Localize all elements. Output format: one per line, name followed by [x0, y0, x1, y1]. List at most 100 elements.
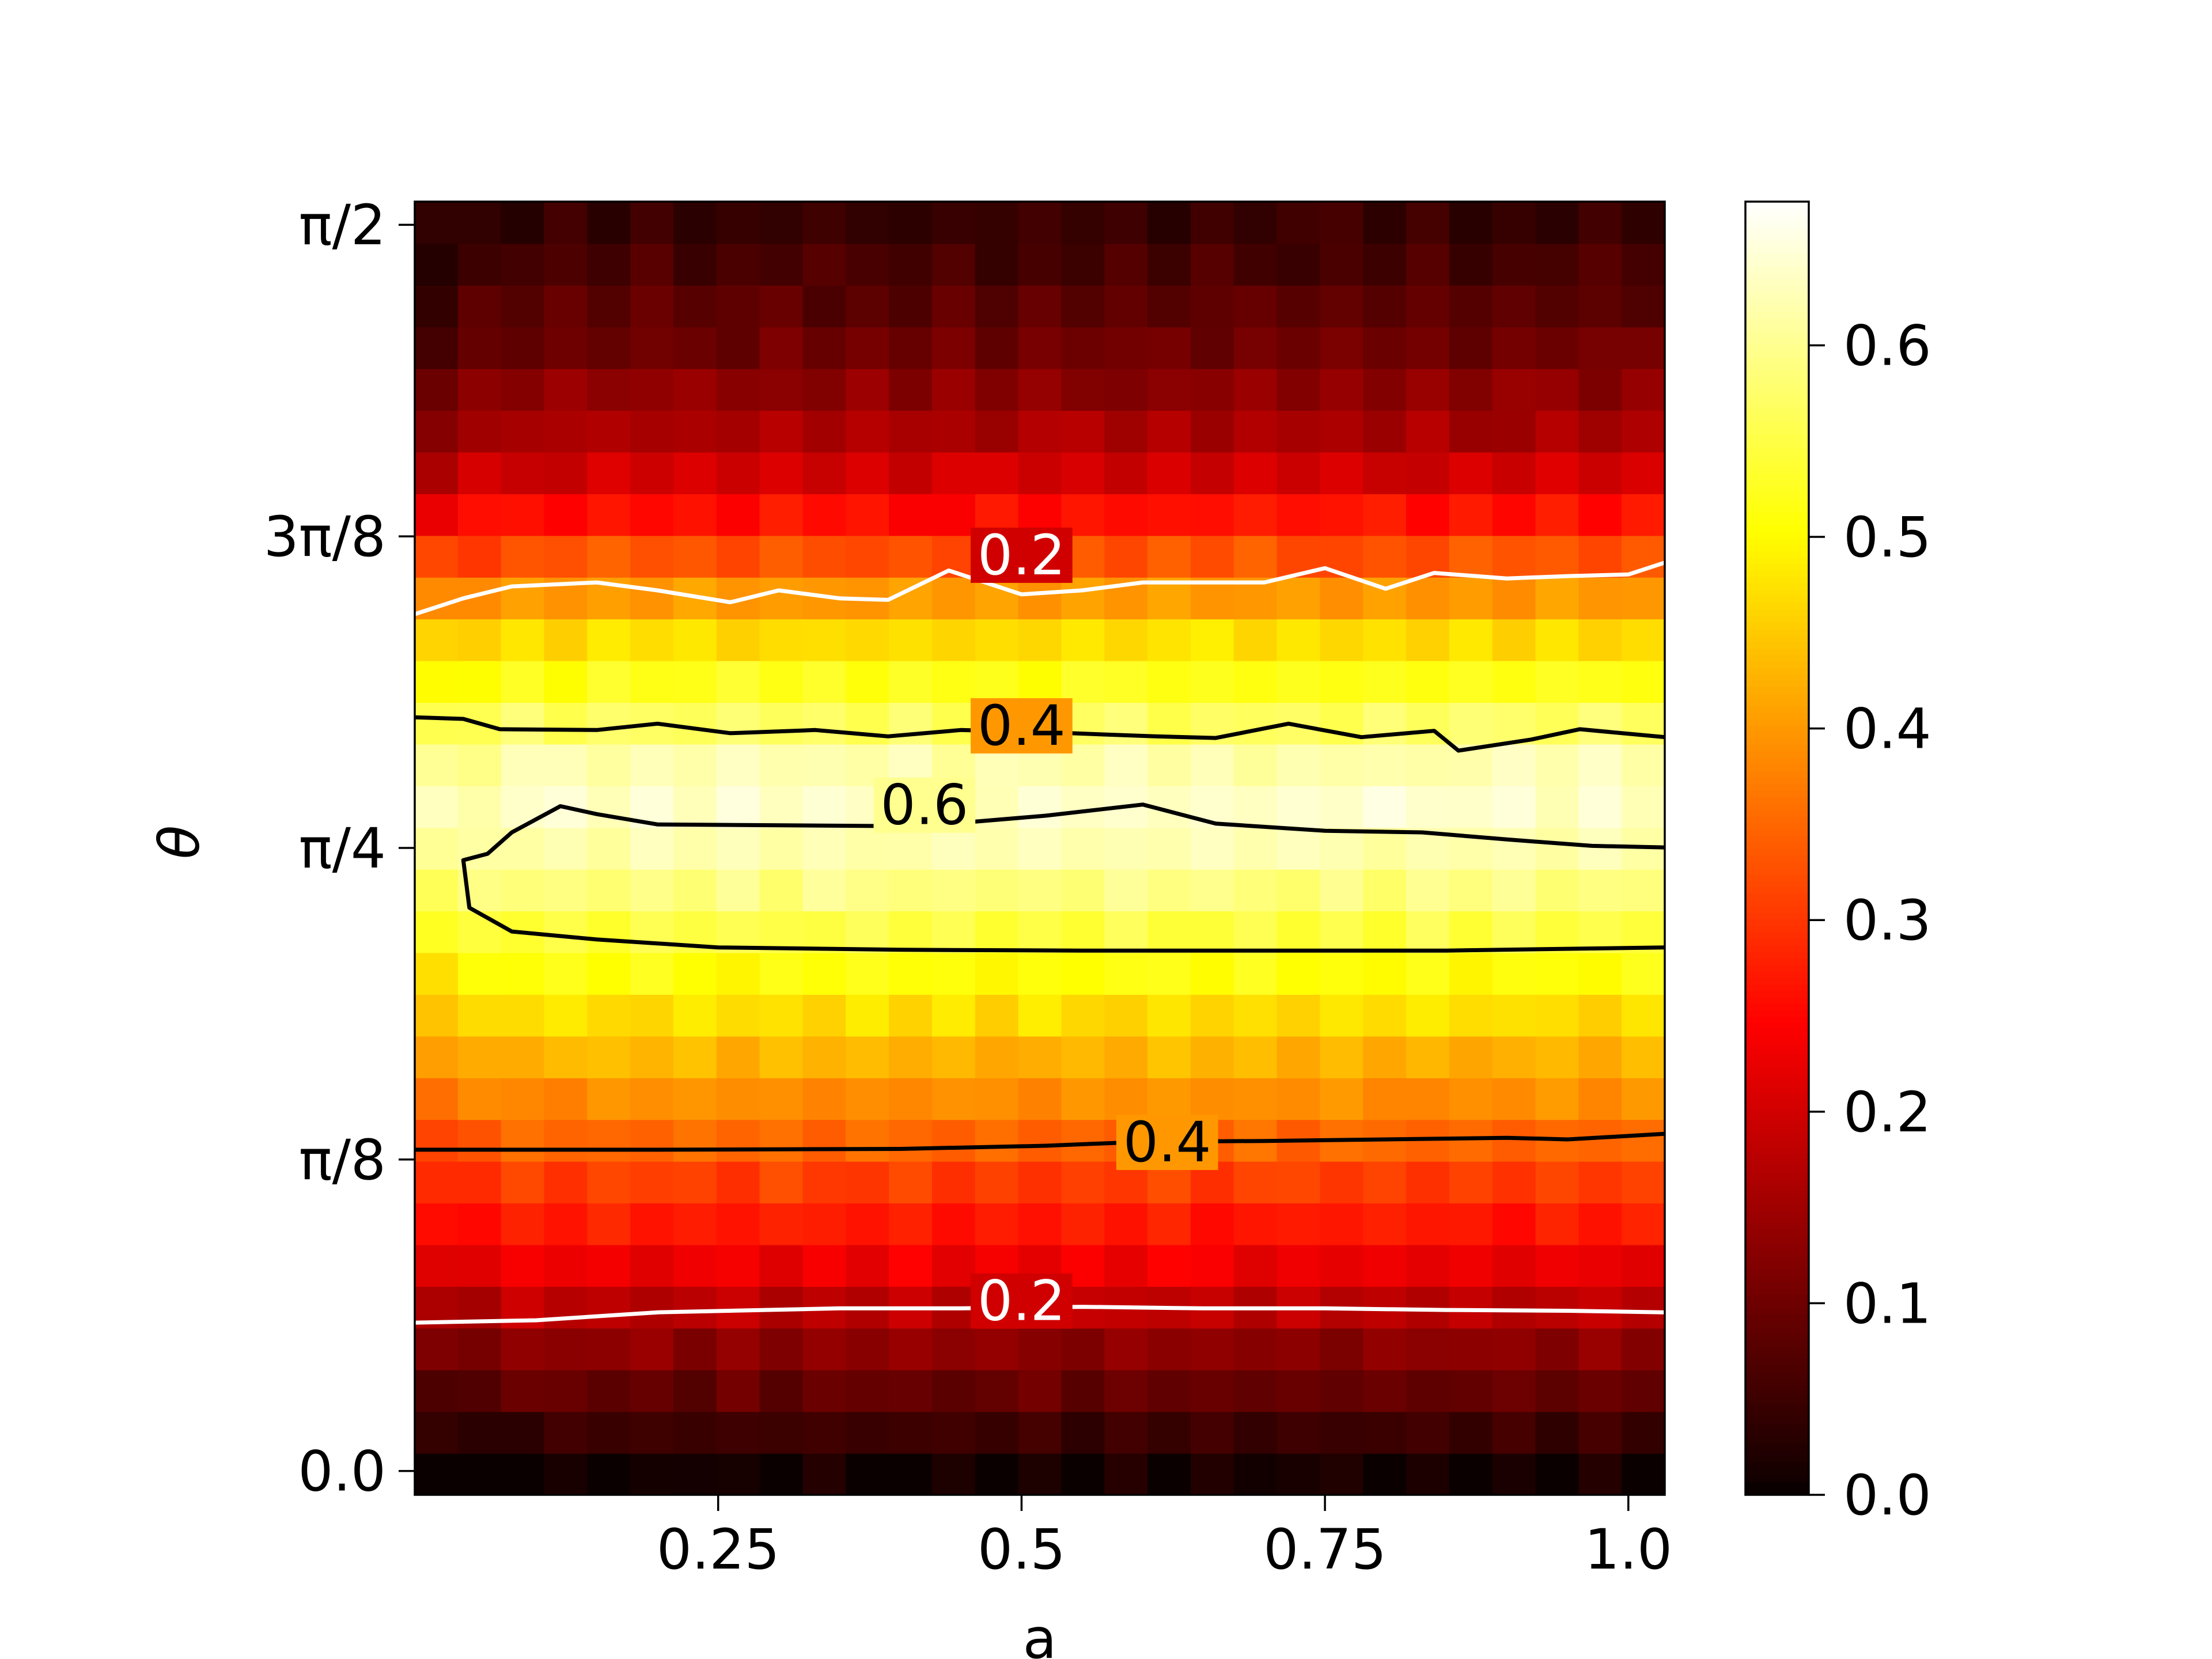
- heatmap-cell: [759, 1244, 804, 1287]
- heatmap-cell: [1535, 368, 1580, 411]
- heatmap-cell: [1320, 1077, 1364, 1120]
- heatmap-cell: [889, 1077, 933, 1120]
- heatmap-cell: [1578, 1244, 1623, 1287]
- heatmap-cell: [1147, 1369, 1191, 1412]
- heatmap-cell: [587, 744, 631, 786]
- heatmap-cell: [759, 1119, 804, 1162]
- heatmap-cell: [1406, 410, 1450, 453]
- heatmap-cell: [1320, 1203, 1364, 1245]
- heatmap-cell: [1277, 827, 1321, 870]
- heatmap-cell: [931, 368, 976, 411]
- heatmap-cell: [1535, 410, 1580, 453]
- heatmap-cell: [1320, 1328, 1364, 1370]
- colorbar-tick-label: 0.5: [1843, 505, 1931, 570]
- heatmap-cell: [1320, 785, 1364, 828]
- colorbar-band: [1745, 1294, 1809, 1302]
- heatmap-cell: [846, 1411, 890, 1454]
- colorbar-band: [1745, 1243, 1809, 1250]
- heatmap-cell: [501, 202, 545, 244]
- heatmap-cell: [846, 1077, 890, 1120]
- heatmap-cell: [1492, 702, 1536, 745]
- heatmap-cell: [716, 744, 760, 786]
- heatmap-cell: [1492, 1161, 1536, 1204]
- heatmap-cell: [415, 1453, 459, 1495]
- heatmap-cell: [1492, 1244, 1536, 1287]
- colorbar-band: [1745, 1158, 1809, 1166]
- heatmap-cell: [802, 911, 847, 953]
- heatmap-cell: [544, 1119, 588, 1162]
- heatmap-cell: [1104, 1077, 1149, 1120]
- heatmap-cell: [1578, 1453, 1623, 1495]
- colorbar-band: [1745, 848, 1809, 855]
- heatmap-cell: [1018, 452, 1062, 494]
- heatmap-cell: [1622, 994, 1665, 1037]
- heatmap-cell: [846, 1244, 890, 1287]
- heatmap-cell: [1233, 202, 1278, 244]
- heatmap-cell: [1363, 1369, 1407, 1412]
- heatmap-cell: [630, 202, 674, 244]
- heatmap-cell: [457, 452, 502, 494]
- heatmap-cell: [415, 1161, 459, 1204]
- heatmap-cell: [716, 619, 760, 661]
- heatmap-cell: [1535, 1369, 1580, 1412]
- colorbar-band: [1745, 1191, 1809, 1198]
- heatmap-cell: [1535, 327, 1580, 369]
- heatmap-cell: [457, 994, 502, 1037]
- heatmap-cell: [457, 744, 502, 786]
- heatmap-cell: [1061, 994, 1105, 1037]
- heatmap-cell: [1363, 493, 1407, 536]
- heatmap-cell: [931, 1369, 976, 1412]
- colorbar-band: [1745, 467, 1809, 474]
- colorbar-band: [1745, 667, 1809, 675]
- colorbar-band: [1745, 796, 1809, 804]
- heatmap-cell: [1277, 1411, 1321, 1454]
- colorbar-band: [1745, 260, 1809, 267]
- contour-label: 0.2: [978, 523, 1066, 588]
- heatmap-cell: [673, 1244, 717, 1287]
- heatmap-cell: [587, 619, 631, 661]
- heatmap-cell: [415, 952, 459, 995]
- colorbar-band: [1745, 680, 1809, 687]
- heatmap-cell: [1578, 1369, 1623, 1412]
- heatmap-cell: [457, 202, 502, 244]
- heatmap-cell: [673, 202, 717, 244]
- heatmap-cell: [587, 535, 631, 578]
- heatmap-cell: [1061, 1119, 1105, 1162]
- heatmap-cell: [1449, 785, 1493, 828]
- heatmap-cell: [587, 1244, 631, 1287]
- colorbar-band: [1745, 557, 1809, 565]
- heatmap-cell: [1320, 744, 1364, 786]
- heatmap-cell: [889, 452, 933, 494]
- colorbar-band: [1745, 1359, 1809, 1366]
- heatmap-cell: [1233, 243, 1278, 286]
- heatmap-cell: [1190, 994, 1234, 1037]
- colorbar-band: [1745, 751, 1809, 759]
- heatmap-cell: [673, 1453, 717, 1495]
- heatmap-cell: [1277, 452, 1321, 494]
- heatmap-cell: [1018, 410, 1062, 453]
- heatmap-cell: [1320, 452, 1364, 494]
- heatmap-cell: [673, 243, 717, 286]
- heatmap-cell: [673, 1161, 717, 1204]
- heatmap-cell: [1449, 619, 1493, 661]
- colorbar-band: [1745, 1430, 1809, 1437]
- colorbar-band: [1745, 777, 1809, 785]
- heatmap-cell: [1492, 202, 1536, 244]
- colorbar-band: [1745, 990, 1809, 998]
- colorbar-band: [1745, 1236, 1809, 1244]
- heatmap-cell: [1622, 660, 1665, 703]
- heatmap-cell: [587, 493, 631, 536]
- heatmap-cell: [889, 1244, 933, 1287]
- heatmap-cell: [975, 577, 1019, 620]
- heatmap-cell: [931, 452, 976, 494]
- colorbar-band: [1745, 1022, 1809, 1030]
- colorbar-band: [1745, 971, 1809, 978]
- colorbar-band: [1745, 828, 1809, 836]
- heatmap-cell: [1492, 660, 1536, 703]
- heatmap-cell: [415, 911, 459, 953]
- y-axis-label: θ: [147, 825, 212, 859]
- heatmap-cell: [1104, 493, 1149, 536]
- heatmap-cell: [1147, 202, 1191, 244]
- heatmap-cell: [544, 202, 588, 244]
- heatmap-cell: [544, 243, 588, 286]
